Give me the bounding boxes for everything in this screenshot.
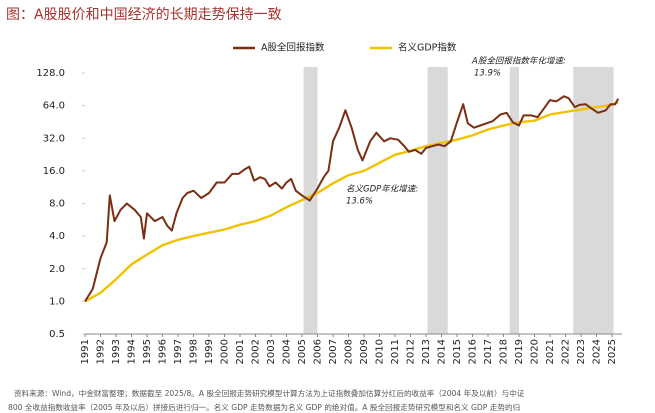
- source-note: 资料来源：Wind，中金财富整理；数据截至 2025/8。A 股全回报走势研究模…: [14, 388, 525, 398]
- x-tick-label: 2018: [499, 339, 510, 364]
- x-tick-label: 2017: [483, 339, 494, 364]
- x-tick-label: 2016: [468, 339, 479, 364]
- series-line: [84, 95, 620, 302]
- x-tick-label: 2025: [607, 339, 618, 364]
- source-note: 800 全收益指数收益率（2005 年及以后）拼接后进行归一。名义 GDP 走势…: [8, 402, 520, 412]
- x-tick-label: 2006: [313, 339, 324, 364]
- annotation: 名义GDP年化增速:: [346, 184, 418, 195]
- y-tick-label: 1.0: [49, 296, 65, 307]
- x-tick-label: 2021: [545, 339, 556, 364]
- x-tick-label: 2001: [235, 339, 246, 364]
- x-tick-label: 2012: [406, 339, 417, 364]
- annotation-value: 13.9%: [474, 69, 501, 79]
- x-tick-label: 1997: [173, 339, 184, 364]
- x-tick-label: 1999: [204, 339, 215, 364]
- y-tick-label: 0.5: [49, 329, 65, 340]
- x-tick-label: 2008: [344, 339, 355, 364]
- x-tick-label: 2000: [220, 339, 231, 364]
- x-tick-label: 2023: [576, 339, 587, 364]
- x-tick-label: 2003: [266, 339, 277, 364]
- x-tick-label: 1996: [158, 339, 169, 364]
- shaded-period: [573, 67, 614, 334]
- x-tick-label: 2024: [592, 339, 603, 364]
- x-tick-label: 1992: [96, 339, 107, 364]
- y-tick-label: 8.0: [49, 199, 65, 210]
- x-tick-label: 1994: [127, 339, 138, 364]
- x-tick-label: 1998: [189, 339, 200, 364]
- x-tick-label: 2005: [297, 339, 308, 364]
- x-tick-label: 2011: [390, 339, 401, 364]
- y-tick-label: 32.0: [43, 133, 65, 144]
- shaded-period: [427, 67, 448, 334]
- y-tick-label: 2.0: [49, 264, 65, 275]
- y-tick-label: 128.0: [36, 68, 65, 79]
- annotation: A股全回报指数年化增速:: [471, 56, 566, 67]
- x-tick-label: 1995: [142, 339, 153, 364]
- x-tick-label: 2004: [282, 339, 293, 364]
- y-tick-label: 64.0: [43, 101, 65, 112]
- x-tick-label: 2019: [514, 339, 525, 364]
- x-tick-label: 2015: [452, 339, 463, 364]
- x-tick-label: 2002: [251, 339, 262, 364]
- x-tick-label: 1993: [111, 339, 122, 364]
- y-tick-label: 4.0: [49, 231, 65, 242]
- x-tick-label: 2007: [328, 339, 339, 364]
- annotation-value: 13.6%: [346, 197, 373, 207]
- x-tick-label: 2020: [530, 339, 541, 364]
- marks-layer: [84, 95, 620, 303]
- legend-label: A股全回报指数: [261, 42, 325, 54]
- shaded-period: [509, 67, 519, 334]
- labels-layer: 0.5 1.0 2.0 4.0 8.0 16.0 32.0 64.0 128.0 1991 1992…: [36, 42, 618, 365]
- x-tick-label: 2010: [375, 339, 386, 364]
- series-line: [84, 101, 619, 303]
- y-tick-label: 16.0: [43, 166, 65, 177]
- shade-layer: [303, 67, 614, 334]
- x-tick-label: 2014: [437, 339, 448, 364]
- x-tick-label: 1991: [80, 339, 91, 364]
- x-tick-label: 2013: [421, 339, 432, 364]
- x-tick-label: 2009: [359, 339, 370, 364]
- chart-title: 图：A股股价和中国经济的长期走势保持一致: [6, 7, 282, 23]
- x-tick-label: 2022: [561, 339, 572, 364]
- legend-label: 名义GDP指数: [398, 42, 457, 54]
